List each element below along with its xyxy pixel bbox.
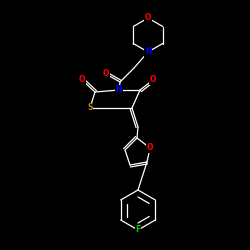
Text: N: N — [116, 86, 122, 94]
Text: O: O — [79, 76, 85, 84]
Text: N: N — [145, 48, 151, 56]
Text: O: O — [103, 70, 109, 78]
Text: O: O — [147, 144, 153, 152]
Text: S: S — [87, 104, 93, 112]
Text: O: O — [150, 76, 156, 84]
Text: O: O — [145, 14, 151, 22]
Text: F: F — [136, 226, 140, 234]
